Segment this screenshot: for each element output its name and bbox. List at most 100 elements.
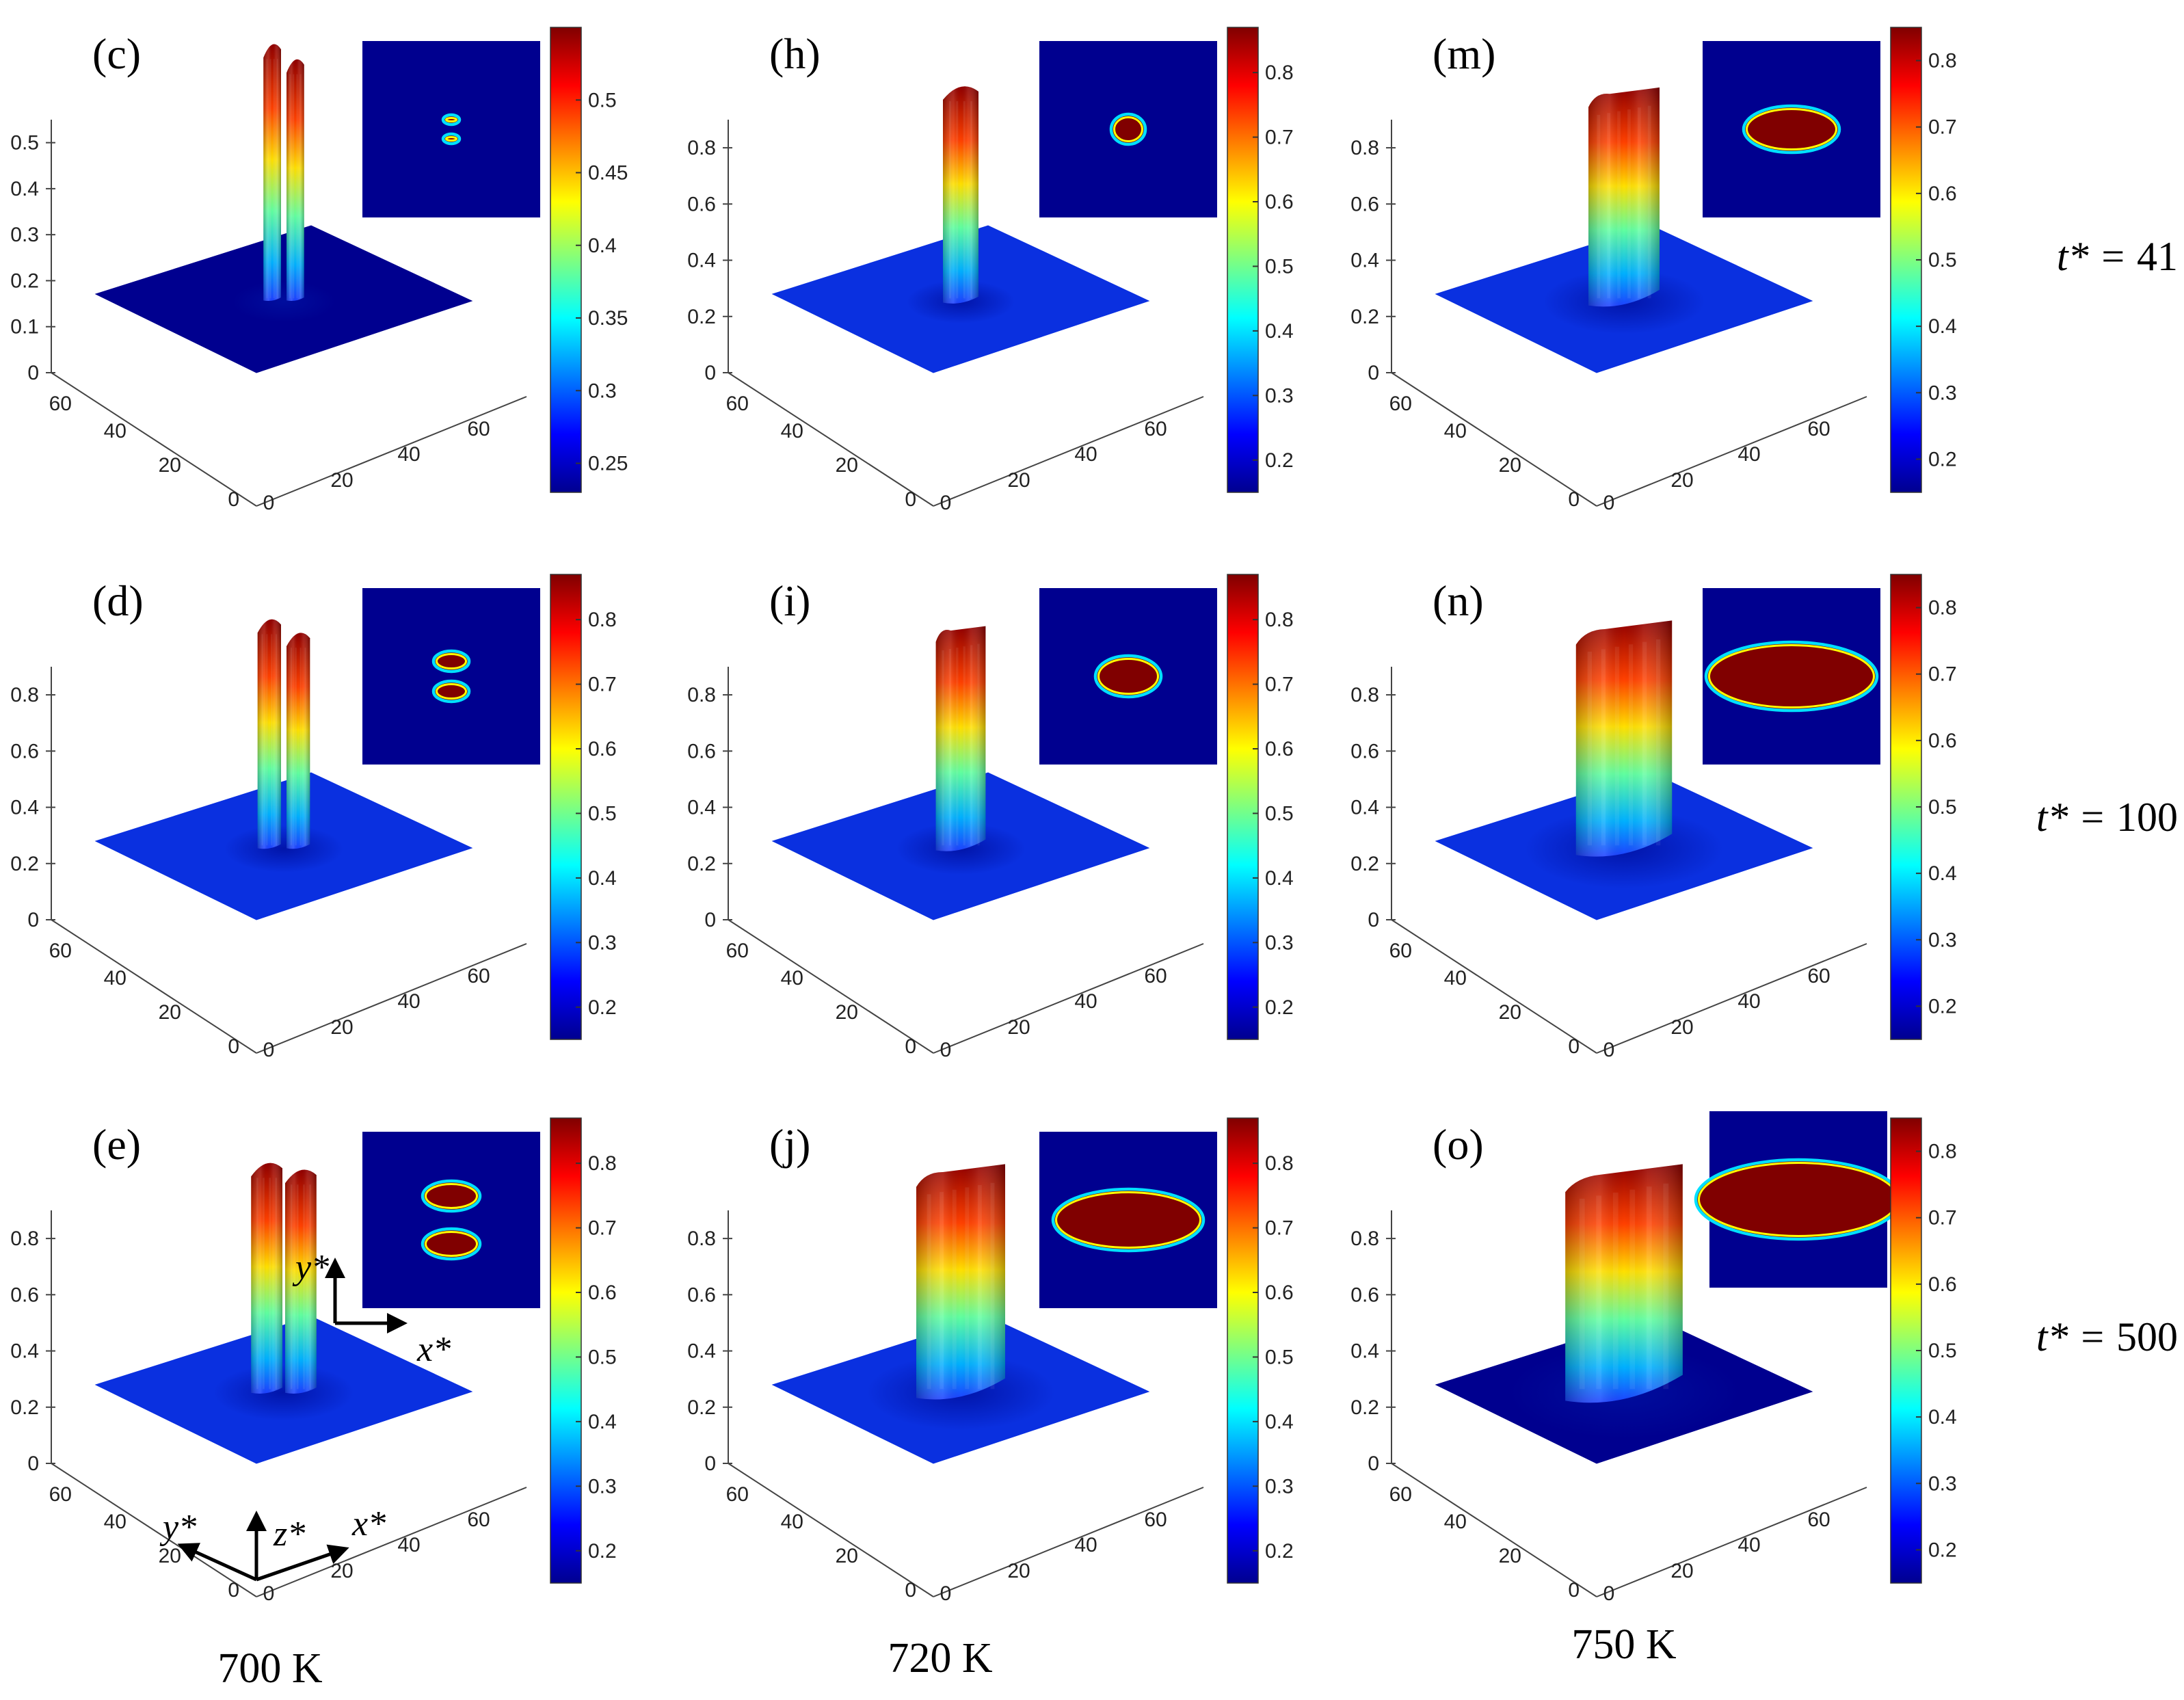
colorbar-tick-label: 0.35 (588, 307, 628, 330)
inset-dot-bottom-edge (445, 136, 457, 142)
row-time-prefix: t* = (2057, 234, 2137, 279)
colorbar-tick-label: 0.5 (1928, 796, 1957, 819)
inset-ellipse (1704, 640, 1879, 713)
colorbar-tick-label: 0.6 (1928, 730, 1957, 752)
z-tick-label: 0.5 (10, 132, 39, 155)
y-tick-label: 40 (1444, 420, 1467, 442)
y-tick-label: 60 (49, 393, 72, 415)
colorbar-tick-label: 0.45 (588, 162, 628, 185)
colorbar-tick-label: 0.8 (1928, 1141, 1957, 1163)
x-tick-label: 40 (397, 990, 420, 1013)
z-tick-label: 0.8 (1350, 1227, 1379, 1250)
y-tick-label: 0 (228, 1579, 239, 1602)
y-tick-label: 60 (726, 940, 749, 962)
y-axis-line (1391, 919, 1597, 1054)
z-tick-label: 0.2 (1350, 306, 1379, 328)
row-time-label: t* = 500 (2036, 1314, 2178, 1359)
z-tick-label: 0.6 (687, 1284, 716, 1306)
z-tick-label: 0 (27, 909, 39, 931)
colorbar-tick-label: 0.5 (588, 89, 617, 111)
y-tick-label: 0 (905, 1035, 916, 1058)
y-tick-label: 40 (781, 420, 803, 442)
z-tick-label: 0.8 (687, 684, 716, 706)
x-axis-line (1596, 943, 1867, 1054)
colorbar-tick-label: 0.5 (1265, 1346, 1294, 1368)
surface-panel: 0 0.2 0.4 0.6 0.8 0 20 40 60 0 20 40 60 (n) 0.2 0.3 0.4 0… (1350, 574, 1957, 1061)
z-tick-label: 0.2 (1350, 853, 1379, 875)
z-tick-label: 0.2 (10, 853, 39, 875)
colorbar-tick-label: 0.6 (588, 738, 617, 760)
z-tick-label: 0.8 (687, 137, 716, 159)
surface-plateau-shade (1588, 87, 1660, 307)
inset-ellipse (1051, 1187, 1206, 1253)
z-tick-label: 0.4 (687, 250, 716, 272)
y-tick-label: 60 (49, 940, 72, 962)
surface-plateau-shade (1565, 1164, 1683, 1403)
row-time-label: t* = 41 (2057, 234, 2178, 279)
z-tick-label: 0.6 (1350, 740, 1379, 762)
colorbar-tick-label: 0.3 (588, 380, 617, 402)
x-tick-label: 60 (1144, 1509, 1167, 1531)
x-tick-label: 0 (263, 1582, 275, 1605)
y-tick-label: 60 (1389, 393, 1412, 415)
x-tick-label: 60 (467, 1509, 490, 1531)
colorbar-tick-label: 0.8 (588, 1152, 617, 1175)
y-tick-label: 0 (228, 1035, 239, 1058)
z-tick-label: 0.2 (687, 853, 716, 875)
panel-label: (h) (769, 29, 821, 78)
panel-label: (e) (92, 1120, 141, 1169)
y-tick-label: 0 (1568, 1035, 1580, 1058)
colorbar-tick-label: 0.3 (1928, 382, 1957, 404)
colorbar-tick-label: 0.2 (1928, 448, 1957, 470)
colorbar-tick-label: 0.7 (588, 674, 617, 696)
surface-dimple (213, 1364, 354, 1421)
y-tick-label: 0 (905, 488, 916, 511)
z-tick-label: 0.2 (687, 1396, 716, 1419)
colorbar-tick-label: 0.6 (1265, 1281, 1294, 1304)
colorbar-tick-label: 0.4 (1265, 1411, 1294, 1433)
panel-label: (j) (769, 1120, 810, 1169)
x-tick-label: 0 (263, 492, 275, 514)
x-tick-label: 60 (1144, 965, 1167, 987)
colorbar-tick-label: 0.2 (588, 1540, 617, 1563)
z-tick-label: 0.6 (687, 740, 716, 762)
x-tick-label: 40 (1737, 443, 1760, 466)
y-axis-line (1391, 372, 1597, 507)
z-tick-label: 0 (27, 1452, 39, 1475)
colorbar-tick-label: 0.5 (1928, 1340, 1957, 1362)
colorbar-tick-label: 0.3 (588, 1475, 617, 1498)
panel-label: (c) (92, 29, 141, 78)
y-tick-label: 20 (159, 454, 181, 477)
z-tick-label: 0 (1368, 909, 1379, 931)
colorbar-tick-label: 0.4 (588, 867, 617, 890)
colorbar-tick-label: 0.7 (1265, 674, 1294, 696)
inset-topview (362, 41, 540, 217)
colorbar (1227, 27, 1259, 493)
panel-label: (i) (769, 576, 810, 625)
temperature-label: 720 K (888, 1635, 993, 1682)
colorbar-tick-label: 0.4 (1928, 315, 1957, 338)
x-axis-line (933, 1487, 1204, 1597)
x-arrow (256, 1544, 349, 1582)
z-tick-label: 0.8 (10, 1227, 39, 1250)
x-tick-label: 20 (1007, 1560, 1030, 1582)
y-tick-label: 60 (726, 1483, 749, 1506)
x-tick-label: 0 (1603, 1039, 1615, 1061)
colorbar-tick-label: 0.5 (1265, 802, 1294, 825)
z-tick-label: 0 (1368, 1452, 1379, 1475)
y-tick-label: 20 (1499, 1545, 1521, 1567)
inset-ellipse-edge (1097, 658, 1159, 695)
inset-ellipse-edge (1055, 1191, 1201, 1249)
z-tick-label: 0.4 (1350, 250, 1379, 272)
x-tick-label: 20 (1007, 1016, 1030, 1039)
colorbar-tick-label: 0.7 (588, 1217, 617, 1240)
x-tick-label: 20 (330, 1560, 353, 1582)
surface-panel: 0 0.1 0.2 0.3 0.4 0.5 0 20 40 60 0 20 40 60 (c) 0.25 0.3… (10, 27, 628, 514)
inset-ellipse-edge (1708, 644, 1875, 708)
y-tick-label: 40 (781, 1511, 803, 1533)
colorbar-tick-label: 0.4 (1265, 320, 1294, 343)
z-tick-label: 0.2 (1350, 1396, 1379, 1419)
z-tick-label: 0.2 (687, 306, 716, 328)
